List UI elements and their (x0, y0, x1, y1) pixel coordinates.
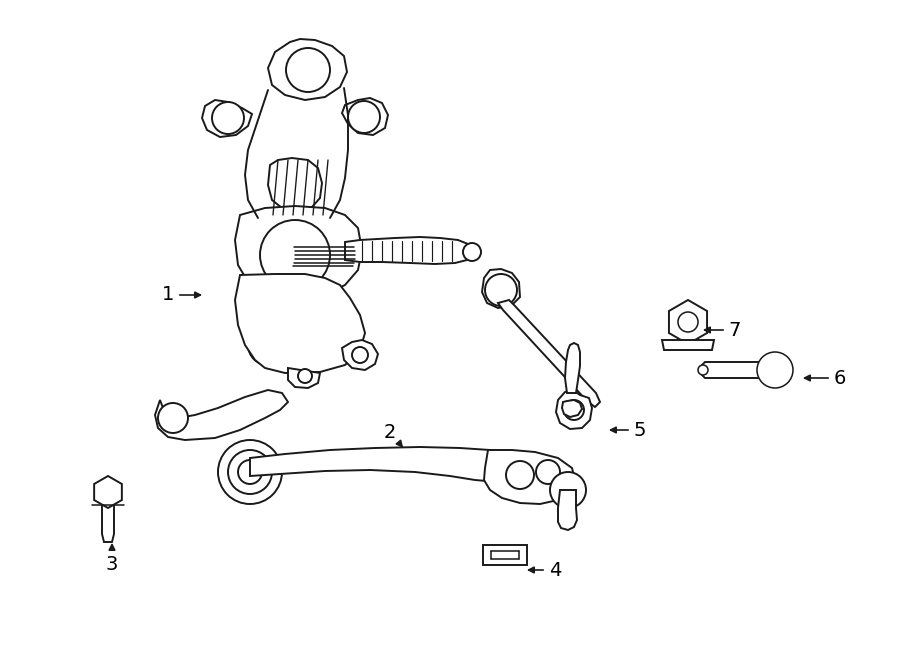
Polygon shape (94, 476, 122, 508)
Circle shape (218, 440, 282, 504)
Circle shape (348, 101, 380, 133)
Circle shape (485, 274, 517, 306)
Circle shape (238, 460, 262, 484)
Polygon shape (345, 237, 473, 264)
Polygon shape (288, 368, 320, 388)
Circle shape (248, 325, 288, 365)
Circle shape (564, 400, 584, 420)
Circle shape (228, 450, 272, 494)
Polygon shape (235, 274, 365, 373)
Circle shape (678, 312, 698, 332)
Circle shape (298, 369, 312, 383)
Polygon shape (235, 206, 362, 298)
Polygon shape (250, 447, 512, 482)
Polygon shape (669, 300, 707, 344)
Circle shape (463, 243, 481, 261)
Polygon shape (498, 300, 600, 407)
Polygon shape (155, 390, 288, 440)
Polygon shape (202, 100, 252, 137)
Text: 6: 6 (805, 368, 846, 387)
Circle shape (286, 48, 330, 92)
Polygon shape (662, 340, 714, 350)
Text: 7: 7 (705, 321, 742, 340)
Circle shape (260, 220, 330, 290)
Polygon shape (702, 362, 770, 378)
Text: 1: 1 (162, 286, 201, 305)
Circle shape (698, 365, 708, 375)
Circle shape (352, 347, 368, 363)
Polygon shape (268, 158, 322, 210)
Polygon shape (342, 98, 388, 135)
Text: 4: 4 (528, 561, 562, 580)
Circle shape (212, 102, 244, 134)
Polygon shape (342, 340, 378, 370)
Circle shape (757, 352, 793, 388)
Circle shape (313, 325, 347, 359)
Circle shape (536, 460, 560, 484)
Circle shape (158, 403, 188, 433)
Polygon shape (565, 343, 580, 393)
Polygon shape (482, 269, 520, 308)
Polygon shape (770, 354, 786, 386)
Polygon shape (556, 390, 592, 429)
Text: 2: 2 (383, 422, 402, 446)
Polygon shape (558, 490, 577, 530)
Polygon shape (483, 545, 527, 565)
Polygon shape (102, 492, 114, 542)
Polygon shape (484, 450, 575, 504)
Text: 5: 5 (610, 420, 646, 440)
Circle shape (506, 461, 534, 489)
Polygon shape (562, 400, 582, 417)
Polygon shape (268, 39, 347, 100)
Text: 3: 3 (106, 545, 118, 574)
Circle shape (550, 472, 586, 508)
